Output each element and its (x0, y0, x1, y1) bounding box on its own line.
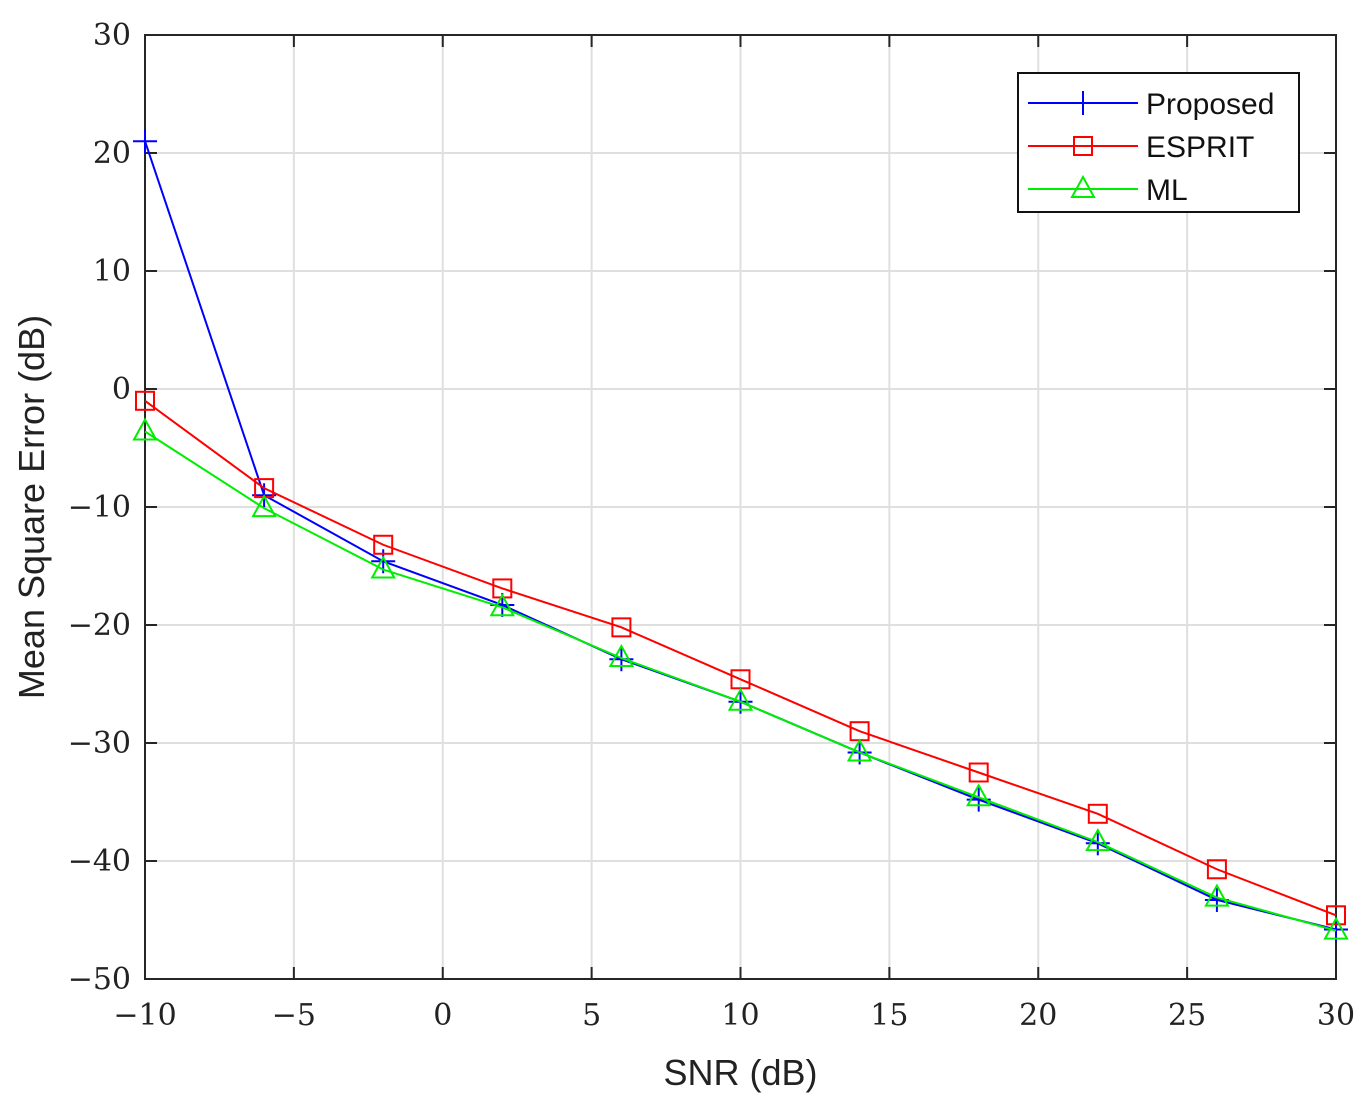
data-point-proposed (133, 129, 157, 154)
legend-marker-esprit (1073, 136, 1093, 156)
data-point-esprit (611, 617, 632, 638)
legend-label-esprit: ESPRIT (1146, 131, 1254, 164)
series-line-esprit (144, 399, 1337, 917)
data-point-esprit (135, 390, 155, 411)
legend-item-proposed: Proposed (1028, 88, 1274, 121)
y-tick-label: −10 (68, 490, 131, 525)
data-point-esprit (1206, 859, 1227, 880)
data-point-ml (727, 687, 754, 711)
data-point-esprit (1087, 803, 1108, 824)
y-tick-label: 20 (93, 136, 131, 171)
y-tick-label: 30 (93, 18, 131, 53)
data-point-ml (132, 417, 158, 441)
legend-marker-proposed (1071, 91, 1095, 115)
data-point-ml (1323, 916, 1349, 940)
data-point-ml (1204, 883, 1230, 907)
legend-item-esprit: ESPRIT (1028, 131, 1254, 164)
y-tick-label: 10 (93, 254, 131, 289)
data-point-esprit (492, 578, 513, 599)
data-point-esprit (968, 762, 989, 783)
x-tick-label: 20 (1019, 998, 1057, 1033)
data-point-esprit (373, 534, 394, 555)
x-tick-label: 25 (1168, 998, 1206, 1033)
grid-lines (145, 35, 1336, 979)
x-tick-label: −10 (113, 998, 176, 1033)
legend-label-proposed: Proposed (1146, 88, 1274, 121)
data-series (132, 129, 1349, 942)
data-point-ml (846, 738, 873, 762)
x-tick-label: 15 (870, 998, 908, 1033)
data-point-esprit (1326, 905, 1346, 926)
y-tick-label: −50 (68, 962, 131, 997)
y-tick-label: −20 (68, 608, 131, 643)
data-point-ml (251, 494, 277, 518)
y-axis-label: Mean Square Error (dB) (11, 315, 52, 699)
data-point-ml (370, 555, 396, 579)
legend-item-ml: ML (1028, 174, 1188, 207)
data-point-ml (966, 783, 992, 807)
data-point-ml (489, 593, 515, 617)
y-tick-label: −30 (68, 726, 131, 761)
x-tick-label: 10 (721, 998, 759, 1033)
x-tick-label: 0 (433, 998, 452, 1033)
series-line-ml (144, 430, 1337, 932)
x-tick-label: −5 (272, 998, 316, 1033)
data-point-ml (608, 643, 635, 668)
series-ml (132, 417, 1349, 940)
legend-label-ml: ML (1146, 174, 1188, 207)
data-point-proposed (1324, 917, 1348, 942)
x-axis-label: SNR (dB) (663, 1052, 817, 1093)
series-esprit (135, 390, 1346, 926)
x-tick-label: 30 (1317, 998, 1355, 1033)
legend-marker-ml (1070, 174, 1096, 198)
y-tick-label: 0 (112, 372, 131, 407)
x-tick-label: 5 (582, 998, 601, 1033)
y-tick-label: −40 (68, 844, 131, 879)
data-point-ml (1085, 828, 1111, 852)
legend: Proposed ESPRIT ML (1017, 72, 1300, 213)
